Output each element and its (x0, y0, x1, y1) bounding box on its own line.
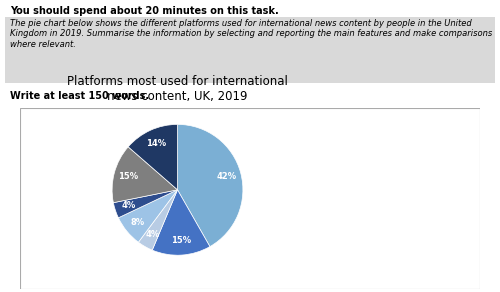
Wedge shape (128, 124, 178, 190)
Text: 8%: 8% (131, 218, 145, 227)
Title: Platforms most used for international
news content, UK, 2019: Platforms most used for international ne… (67, 75, 288, 103)
Wedge shape (118, 190, 178, 242)
Wedge shape (138, 190, 177, 250)
Wedge shape (178, 124, 243, 247)
Text: Write at least 150 words.: Write at least 150 words. (10, 91, 149, 101)
Text: 42%: 42% (217, 172, 237, 181)
Text: You should spend about 20 minutes on this task.: You should spend about 20 minutes on thi… (10, 6, 279, 15)
FancyBboxPatch shape (20, 108, 480, 289)
Text: The pie chart below shows the different platforms used for international news co: The pie chart below shows the different … (10, 19, 492, 49)
Wedge shape (112, 147, 178, 203)
Text: 4%: 4% (122, 201, 136, 210)
Wedge shape (114, 190, 178, 218)
Text: 15%: 15% (170, 236, 190, 245)
FancyBboxPatch shape (5, 17, 495, 83)
Text: 4%: 4% (145, 230, 160, 239)
Text: 15%: 15% (118, 172, 138, 181)
Text: 14%: 14% (146, 139, 167, 148)
Wedge shape (152, 190, 210, 255)
